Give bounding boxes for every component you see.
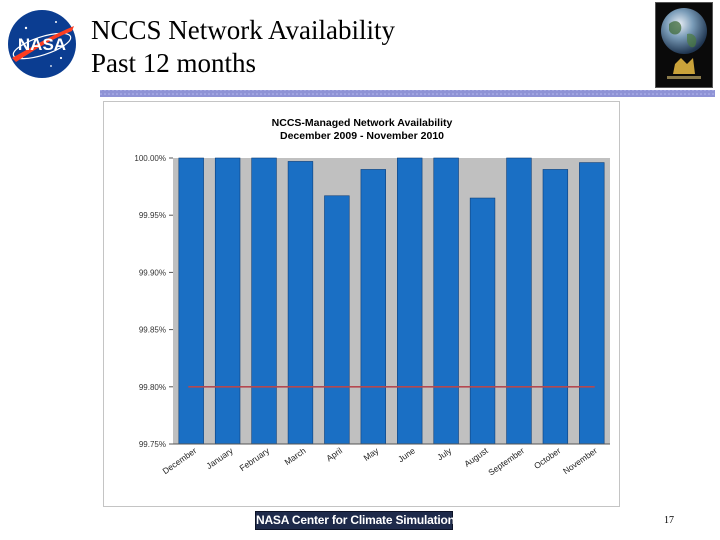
- y-tick-label: 99.85%: [139, 326, 166, 335]
- nasa-logo-text: NASA: [18, 35, 66, 54]
- bar-june: [397, 157, 423, 445]
- bar-august: [469, 197, 496, 445]
- x-tick-label: December: [160, 445, 198, 476]
- y-tick-label: 100.00%: [134, 154, 166, 163]
- footer-banner: NASA Center for Climate Simulation: [255, 511, 455, 530]
- y-tick-label: 99.90%: [139, 268, 166, 277]
- bar-october: [542, 169, 569, 445]
- bar-september: [506, 157, 532, 445]
- plot-area: [173, 158, 610, 444]
- bar-january: [214, 157, 241, 445]
- x-tick-label: April: [324, 445, 344, 463]
- x-tick-label: January: [204, 445, 235, 471]
- x-tick-label: August: [462, 445, 490, 469]
- nasa-meatball-icon: NASA: [8, 10, 76, 78]
- title-line-1: NCCS Network Availability: [91, 15, 395, 45]
- bar-may: [360, 169, 386, 445]
- x-tick-label: July: [435, 445, 454, 462]
- bar-july: [433, 157, 459, 445]
- x-tick-label: October: [532, 445, 563, 471]
- chart-title: NCCS-Managed Network Availability: [272, 117, 453, 129]
- slide-title: NCCS Network Availability Past 12 months: [91, 14, 395, 80]
- chart-panel: NCCS-Managed Network Availability Decembe…: [103, 101, 620, 507]
- x-tick-label: June: [396, 445, 417, 464]
- x-tick-label: February: [238, 445, 272, 473]
- availability-chart: NCCS-Managed Network AvailabilityDecembe…: [134, 117, 610, 477]
- bar-december: [178, 157, 204, 445]
- x-tick-label: November: [561, 445, 599, 476]
- x-tick-label: March: [283, 445, 308, 467]
- nasa-logo: NASA: [4, 6, 80, 82]
- bar-november: [579, 162, 605, 445]
- y-tick-label: 99.95%: [139, 211, 166, 220]
- bar-march: [287, 161, 314, 445]
- bar-february: [251, 157, 277, 445]
- x-tick-label: September: [486, 445, 526, 477]
- page-number: 17: [664, 515, 674, 526]
- chart-subtitle: December 2009 - November 2010: [280, 130, 444, 142]
- nccs-logo: [655, 2, 713, 88]
- title-line-2: Past 12 months: [91, 48, 257, 78]
- x-tick-label: May: [362, 445, 382, 463]
- bar-april: [324, 195, 350, 445]
- y-tick-label: 99.75%: [139, 440, 166, 449]
- nccs-globe-icon: [655, 2, 713, 88]
- header-rule: [100, 90, 715, 97]
- y-tick-label: 99.80%: [139, 383, 166, 392]
